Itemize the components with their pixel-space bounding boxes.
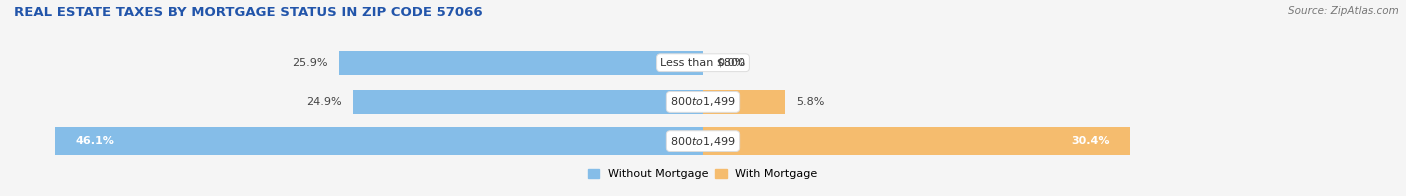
Text: Less than $800: Less than $800 <box>661 58 745 68</box>
Bar <box>55 127 703 155</box>
Text: 5.8%: 5.8% <box>796 97 824 107</box>
Text: 46.1%: 46.1% <box>76 136 115 146</box>
Text: 0.0%: 0.0% <box>717 58 745 68</box>
Text: 24.9%: 24.9% <box>307 97 342 107</box>
Text: Source: ZipAtlas.com: Source: ZipAtlas.com <box>1288 6 1399 16</box>
Legend: Without Mortgage, With Mortgage: Without Mortgage, With Mortgage <box>583 164 823 184</box>
Text: REAL ESTATE TAXES BY MORTGAGE STATUS IN ZIP CODE 57066: REAL ESTATE TAXES BY MORTGAGE STATUS IN … <box>14 6 482 19</box>
Text: 25.9%: 25.9% <box>292 58 328 68</box>
Text: 30.4%: 30.4% <box>1071 136 1109 146</box>
Text: $800 to $1,499: $800 to $1,499 <box>671 135 735 148</box>
Bar <box>703 90 785 114</box>
Bar <box>703 127 1130 155</box>
Text: $800 to $1,499: $800 to $1,499 <box>671 95 735 108</box>
Bar <box>339 51 703 75</box>
Bar <box>353 90 703 114</box>
